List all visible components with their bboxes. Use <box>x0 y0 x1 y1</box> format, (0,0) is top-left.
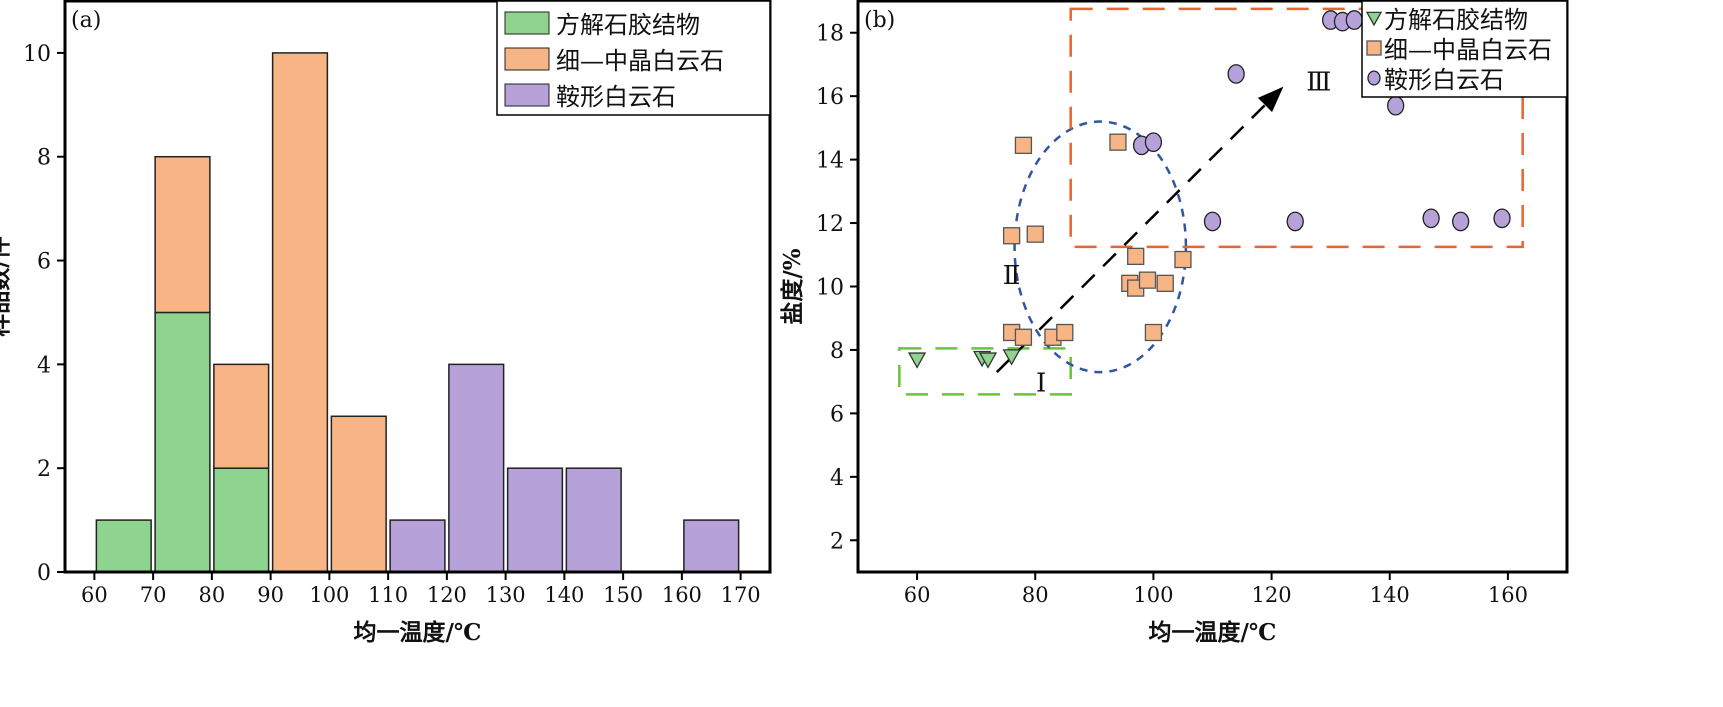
triangle-marker <box>907 352 927 369</box>
x-tick-label: 150 <box>603 583 643 607</box>
bar-segment <box>213 467 270 573</box>
square-marker <box>1109 133 1127 151</box>
bar-segment <box>154 311 211 573</box>
plot-frame <box>856 0 1569 574</box>
square-marker <box>1026 225 1044 243</box>
y-tick-label: 8 <box>37 146 51 171</box>
bar-segment <box>213 363 270 469</box>
circle-marker <box>1203 211 1222 232</box>
panel-label: (b) <box>864 8 895 33</box>
x-tick-label: 120 <box>427 583 467 607</box>
panel-label: (a) <box>71 8 101 33</box>
square-marker <box>1144 323 1163 342</box>
x-tick-label: 130 <box>486 583 526 607</box>
bar-segment <box>271 52 329 573</box>
square-marker <box>1138 271 1157 289</box>
bar-segment <box>683 519 740 573</box>
region-label: Ⅰ <box>1036 369 1046 399</box>
plot-frame <box>63 0 772 574</box>
circle-marker <box>1345 10 1363 30</box>
x-tick-label: 90 <box>257 583 284 607</box>
legend-label: 方解石胶结物 <box>556 11 700 39</box>
bar-segment <box>448 363 505 573</box>
trend-arrow-line <box>995 99 1271 374</box>
circle-marker <box>1367 70 1381 86</box>
x-tick-label: 60 <box>81 583 108 607</box>
square-marker <box>1014 328 1033 346</box>
x-tick-label: 80 <box>199 583 226 607</box>
arrow-head-icon <box>1257 86 1284 113</box>
y-tick-label: 10 <box>816 276 844 301</box>
legend-swatch <box>504 83 550 107</box>
legend-label: 鞍形白云石 <box>1384 66 1504 94</box>
square-marker <box>1056 323 1074 342</box>
legend-label: 鞍形白云石 <box>556 83 676 111</box>
y-tick-label: 2 <box>830 529 844 554</box>
y-axis-label: 样品数/件 <box>0 236 13 336</box>
y-tick-label: 8 <box>830 339 844 364</box>
y-tick-label: 14 <box>816 149 844 174</box>
x-tick-label: 160 <box>1488 583 1528 607</box>
y-tick-label: 4 <box>37 353 51 378</box>
y-tick-label: 0 <box>37 561 51 586</box>
square-marker <box>1002 227 1021 245</box>
bar-segment <box>95 519 152 573</box>
x-tick-label: 100 <box>1133 583 1173 607</box>
circle-marker <box>1493 208 1511 229</box>
square-marker <box>1156 274 1174 292</box>
x-tick-label: 100 <box>309 583 349 607</box>
bar-segment <box>565 467 622 573</box>
triangle-marker <box>1002 349 1021 366</box>
circle-marker <box>1387 95 1405 116</box>
bar-segment <box>506 467 564 573</box>
panel-1: 60 80 100 120 140 160 2 4 6 8 10 12 14 16 18 均一温度/℃ 盐度/%… <box>779 0 1569 646</box>
x-tick-label: 110 <box>368 583 408 607</box>
panel-0: 60 70 80 90 100 110 120 130 140 150 160 170 0 2 4 6 8 10 均… <box>0 0 772 646</box>
y-tick-label: 16 <box>816 85 844 110</box>
legend-label: 方解石胶结物 <box>1384 6 1528 34</box>
triangle-marker <box>978 352 998 369</box>
bar-segment <box>330 415 387 573</box>
y-tick-label: 6 <box>830 402 844 427</box>
square-marker <box>1014 136 1033 154</box>
circle-marker <box>1422 208 1440 229</box>
x-axis-label: 均一温度/℃ <box>1149 619 1277 646</box>
region-label: Ⅱ <box>1003 261 1021 291</box>
legend-label: 细—中晶白云石 <box>556 47 724 75</box>
circle-marker <box>1227 64 1245 84</box>
x-tick-label: 120 <box>1252 583 1292 607</box>
circle-marker <box>1452 211 1470 232</box>
legend <box>1361 0 1568 98</box>
region-label: Ⅲ <box>1306 67 1331 97</box>
x-tick-label: 140 <box>1370 583 1410 607</box>
x-tick-label: 80 <box>1022 583 1049 607</box>
bar-segment <box>389 519 446 573</box>
y-tick-label: 12 <box>816 212 844 237</box>
y-tick-label: 10 <box>23 42 51 67</box>
circle-marker <box>1286 211 1304 232</box>
x-tick-label: 60 <box>904 583 931 607</box>
legend-swatch <box>504 11 550 35</box>
legend-swatch <box>504 47 550 71</box>
bar-segment <box>154 155 211 314</box>
y-tick-label: 4 <box>830 466 844 491</box>
x-tick-label: 160 <box>662 583 702 607</box>
triangle-marker <box>1365 11 1383 27</box>
square-marker <box>1174 250 1192 269</box>
x-tick-label: 70 <box>140 583 167 607</box>
legend-label: 细—中晶白云石 <box>1384 36 1552 64</box>
x-axis-label: 均一温度/℃ <box>354 619 482 646</box>
circle-marker <box>1144 132 1163 153</box>
y-axis-label: 盐度/% <box>779 248 806 324</box>
y-tick-label: 2 <box>37 457 51 482</box>
x-tick-label: 140 <box>544 583 584 607</box>
y-tick-label: 6 <box>37 250 51 275</box>
y-tick-label: 18 <box>816 22 844 47</box>
x-tick-label: 170 <box>721 583 761 607</box>
region-box <box>898 347 1072 396</box>
region-box <box>1069 7 1524 249</box>
square-marker <box>1127 247 1145 266</box>
square-marker <box>1366 40 1382 56</box>
